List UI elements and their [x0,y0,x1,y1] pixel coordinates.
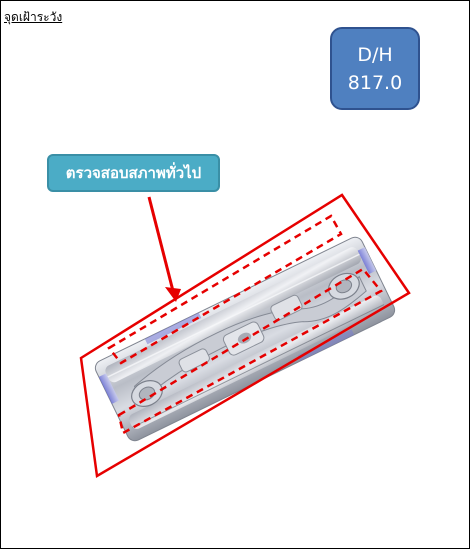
dh-label: D/H [357,43,393,66]
inspection-callout-label: ตรวจสอบสภาพทั่วไป [65,164,202,182]
dashed-region-upper [107,214,343,365]
inspection-area-outline [79,193,411,479]
dh-value-box: D/H 817.0 [330,27,420,110]
page-title: จุดเฝ้าระวัง [4,10,63,24]
callout-arrow-line [147,196,175,292]
dashed-region-lower [117,267,383,435]
dh-value: 817.0 [347,71,403,94]
callout-arrow-head [165,287,181,302]
inspection-callout: ตรวจสอบสภาพทั่วไป [47,154,220,192]
